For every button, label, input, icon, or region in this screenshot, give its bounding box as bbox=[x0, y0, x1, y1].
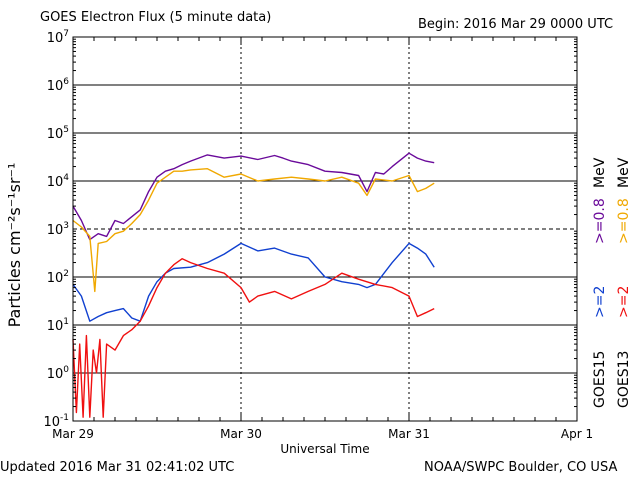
y-tick-label: 105 bbox=[47, 125, 69, 142]
series-line-1 bbox=[72, 167, 435, 293]
y-tick-label: 102 bbox=[47, 269, 69, 286]
updated-time: Updated 2016 Mar 31 02:41:02 UTC bbox=[0, 460, 235, 475]
begin-time: Begin: 2016 Mar 29 0000 UTC bbox=[418, 17, 614, 32]
chart-title: GOES Electron Flux (5 minute data) bbox=[40, 10, 272, 25]
series-line-3 bbox=[72, 258, 435, 418]
y-tick-label: 100 bbox=[47, 365, 70, 382]
x-tick-label: Mar 30 bbox=[220, 427, 262, 441]
y-tick-label: 103 bbox=[47, 221, 69, 238]
y-tick-label: 101 bbox=[47, 317, 69, 334]
y-axis-label: Particles cm⁻²s⁻¹sr⁻¹ bbox=[5, 163, 24, 328]
x-tick-label: Mar 31 bbox=[388, 427, 430, 441]
x-axis-label: Universal Time bbox=[280, 442, 369, 456]
x-tick-label: Apr 1 bbox=[561, 427, 593, 441]
x-tick-label: Mar 29 bbox=[52, 427, 94, 441]
credit-text: NOAA/SWPC Boulder, CO USA bbox=[424, 460, 618, 475]
y-tick-label: 104 bbox=[47, 173, 70, 190]
series-line-0 bbox=[72, 152, 435, 241]
y-tick-label: 10-1 bbox=[43, 413, 69, 430]
y-tick-label: 106 bbox=[47, 77, 70, 94]
y-tick-label: 107 bbox=[47, 29, 69, 46]
